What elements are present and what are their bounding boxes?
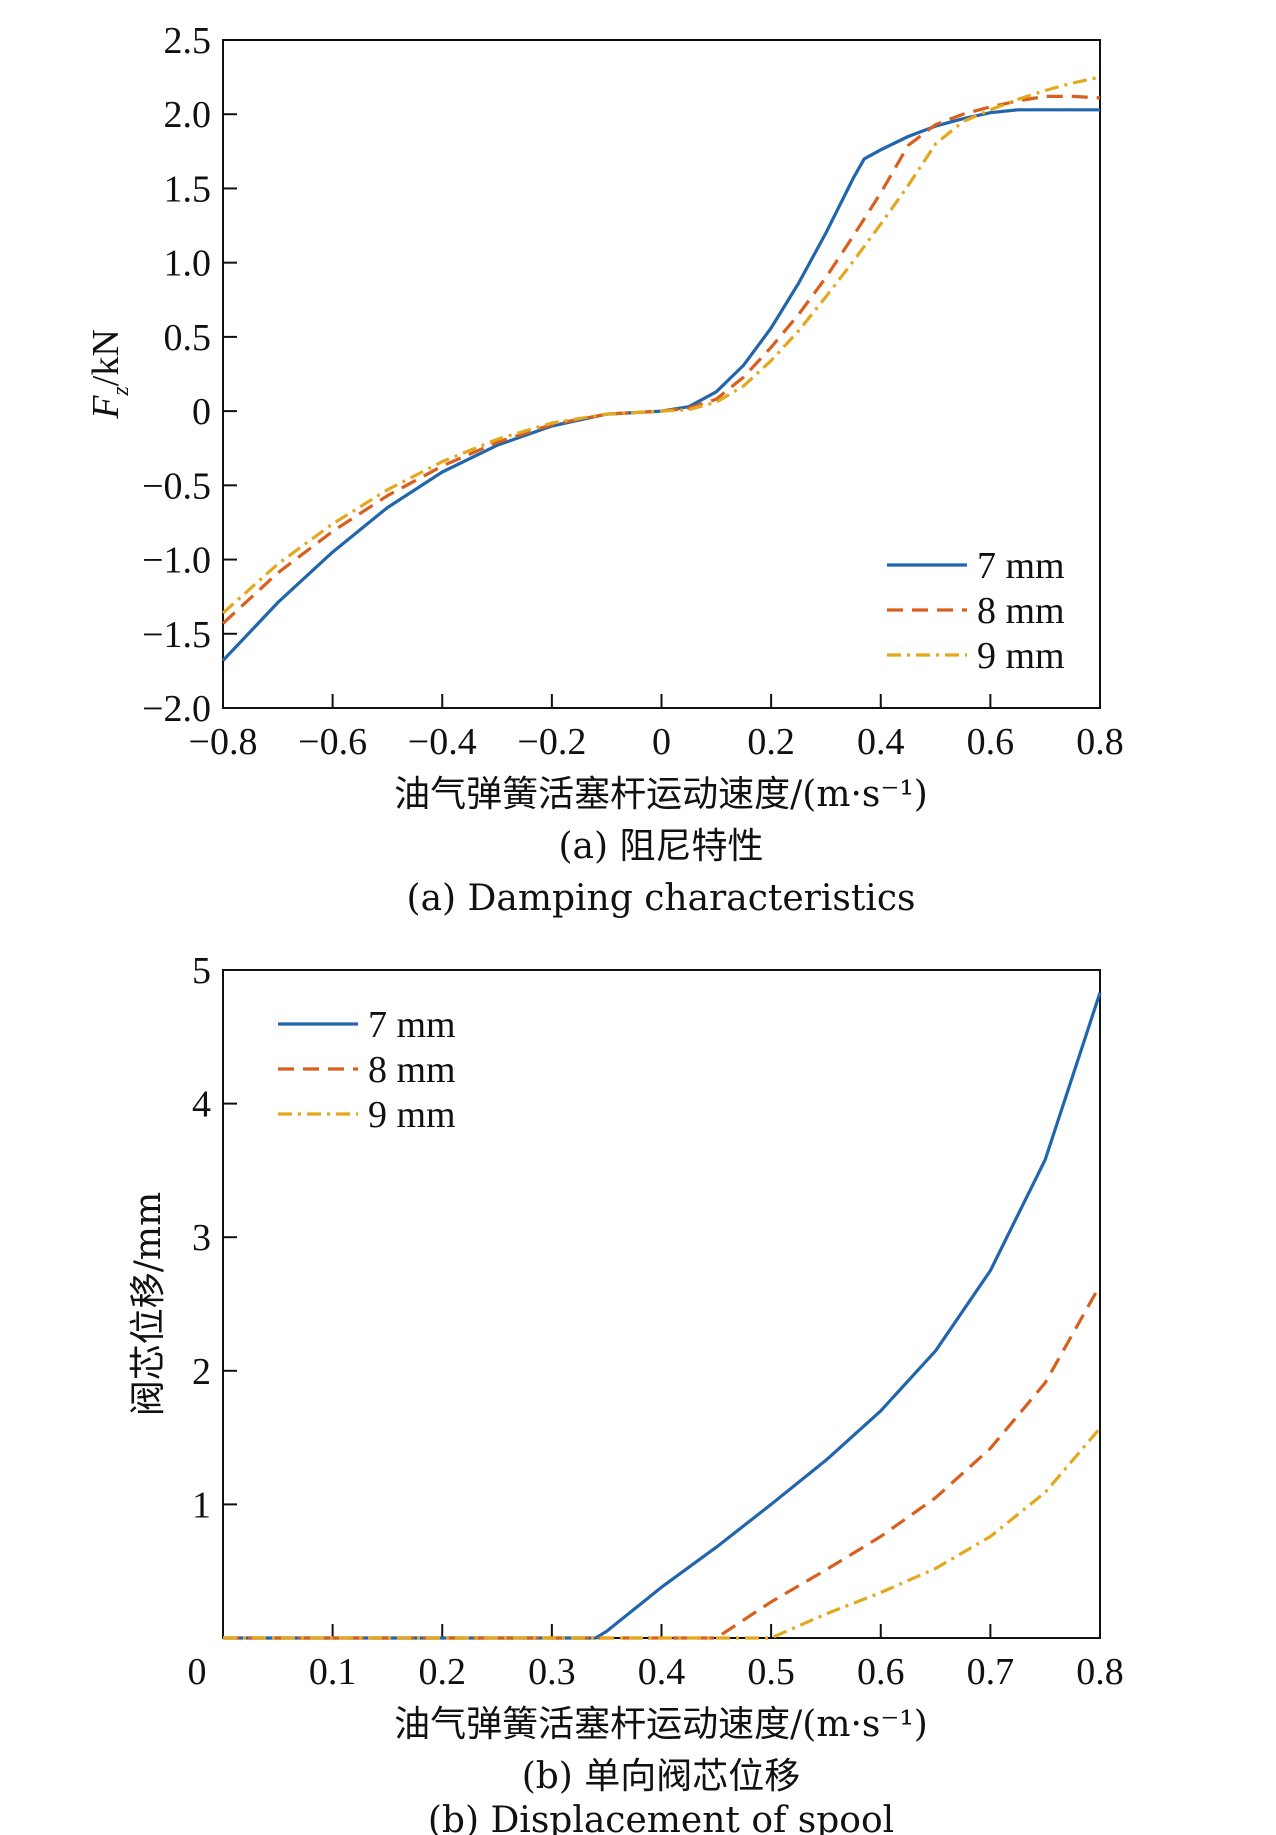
y-tick-label: −1.5: [142, 614, 211, 656]
x-tick-label: 0.4: [857, 721, 905, 763]
x-tick-label: −0.4: [408, 721, 477, 763]
x-tick-label: 0.4: [638, 1651, 686, 1693]
caption-en: (b) Displacement of spool: [428, 1800, 894, 1835]
x-tick-label: 0.1: [309, 1651, 357, 1693]
x-tick-label: 0.7: [967, 1651, 1015, 1693]
x-tick-label: 0: [652, 721, 671, 763]
series-line-7mm: [223, 992, 1102, 1640]
x-tick-label: 0.8: [1076, 1651, 1124, 1693]
x-tick-label: 0.6: [967, 721, 1015, 763]
x-tick-label: −0.2: [517, 721, 586, 763]
legend-label: 8 mm: [368, 1049, 456, 1091]
x-tick-label: 0.8: [1076, 721, 1124, 763]
series-lines: [221, 75, 1101, 662]
y-tick-label: 0.5: [164, 317, 212, 359]
y-axis-unit: /kN: [85, 329, 127, 386]
y-axis-title: 阀芯位移/mm: [128, 1192, 169, 1416]
legend-label: 8 mm: [977, 590, 1065, 632]
x-axis-title: 油气弹簧活塞杆运动速度/(m·s⁻¹): [394, 774, 928, 815]
y-tick-label: 3: [192, 1217, 211, 1259]
legend: 7 mm8 mm9 mm: [887, 545, 1065, 677]
y-tick-label: −2.0: [142, 688, 211, 730]
origin-label: 0: [188, 1651, 207, 1693]
series-line-9mm: [223, 1427, 1102, 1640]
legend-label: 9 mm: [977, 635, 1065, 677]
chart-spool-displacement: 0.1 0.2 0.3 0.4 0.5 0.6 0.7 0.8 1 2 3 4 5 0 7 mm8 mm9…: [128, 950, 1124, 1835]
series-line-7mm: [221, 108, 1100, 662]
tick-labels: 0.1 0.2 0.3 0.4 0.5 0.6 0.7 0.8 1 2 3 4 5 0: [188, 950, 1124, 1693]
series-lines: [223, 992, 1102, 1640]
y-tick-label: 5: [192, 950, 211, 992]
x-tick-label: 0.5: [747, 1651, 795, 1693]
y-tick-label: 1: [192, 1484, 211, 1526]
y-tick-label: 2: [192, 1351, 211, 1393]
x-tick-label: 0.6: [857, 1651, 905, 1693]
x-tick-label: 0.2: [419, 1651, 467, 1693]
caption-en: (a) Damping characteristics: [407, 878, 916, 919]
y-tick-label: 2.0: [164, 94, 212, 136]
caption-cn: (b) 单向阀芯位移: [522, 1756, 801, 1797]
svg-text:Fz/kN: Fz/kN: [85, 329, 134, 420]
chart-damping-characteristics: −0.8 −0.6 −0.4 −0.2 0 0.2 0.4 0.6 0.8 −2.0 −1.5 −1.…: [85, 20, 1124, 919]
y-axis-symbol: F: [85, 395, 127, 420]
y-tick-label: −0.5: [142, 465, 211, 507]
caption-cn: (a) 阻尼特性: [559, 826, 764, 867]
x-tick-label: 0.3: [528, 1651, 576, 1693]
legend-label: 7 mm: [977, 545, 1065, 587]
y-tick-label: 1.0: [164, 243, 212, 285]
y-tick-label: 1.5: [164, 168, 212, 210]
y-axis-subscript: z: [108, 386, 134, 397]
series-line-9mm: [221, 75, 1101, 615]
y-axis-title: Fz/kN: [85, 329, 134, 420]
y-tick-label: 2.5: [164, 20, 212, 62]
x-tick-label: 0.2: [747, 721, 795, 763]
legend: 7 mm8 mm9 mm: [278, 1004, 456, 1136]
series-line-8mm: [221, 94, 1101, 625]
y-tick-label: −1.0: [142, 540, 211, 582]
y-tick-label: 4: [192, 1084, 211, 1126]
tick-labels: −0.8 −0.6 −0.4 −0.2 0 0.2 0.4 0.6 0.8 −2.0 −1.5 −1.…: [142, 20, 1124, 763]
x-tick-label: −0.6: [298, 721, 367, 763]
x-axis-title: 油气弹簧活塞杆运动速度/(m·s⁻¹): [394, 1704, 928, 1745]
legend-label: 7 mm: [368, 1004, 456, 1046]
tick-marks: [223, 969, 1101, 1638]
plot-frame: [222, 39, 1101, 709]
tick-marks: [222, 39, 1101, 709]
legend-label: 9 mm: [368, 1094, 456, 1136]
y-tick-label: 0: [192, 391, 211, 433]
series-line-8mm: [223, 1284, 1102, 1640]
x-tick-label: −0.8: [189, 721, 258, 763]
